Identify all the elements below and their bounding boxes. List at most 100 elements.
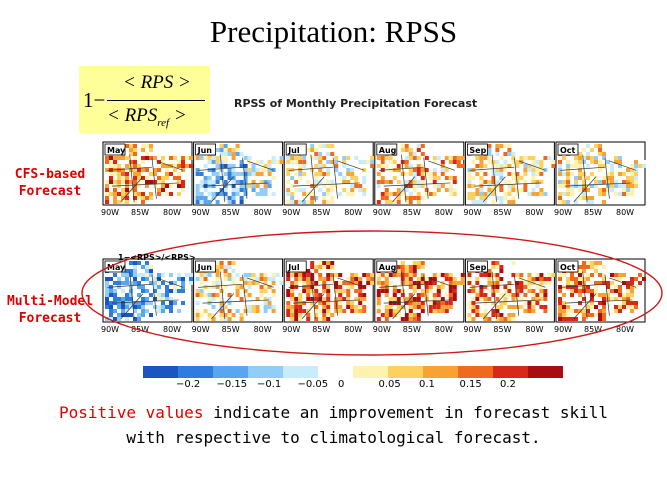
longitude-label: 85W (312, 208, 330, 217)
longitude-label: 80W (525, 325, 543, 334)
colorbar-segment (143, 366, 179, 378)
month-label: Sep (469, 146, 486, 155)
colorbar-segment (423, 366, 459, 378)
map-panel: Sep (464, 258, 556, 323)
longitude-label: 85W (131, 325, 149, 334)
slide-title: Precipitation: RPSS (209, 14, 458, 49)
colorbar-tick-label: −0.1 (257, 379, 282, 390)
colorbar-tick-label: −0.15 (216, 379, 248, 390)
formula-denominator-main: < RPS (107, 105, 158, 126)
map-panel: Jun (193, 258, 284, 323)
longitude-label: 80W (163, 325, 181, 334)
longitude-label: 85W (403, 325, 421, 334)
caption-line1: Positive values indicate an improvement … (0, 400, 667, 425)
colorbar-segment (388, 366, 424, 378)
longitude-label: 90W (282, 325, 300, 334)
longitude-label: 85W (312, 325, 330, 334)
rpss-formula: 1− < RPS > < RPSref > (79, 66, 210, 133)
month-label: Jul (287, 263, 300, 272)
colorbar-tick-label: 0.05 (378, 379, 401, 390)
longitude-label: 80W (254, 325, 272, 334)
figure-subtitle: RPSS of Monthly Precipitation Forecast (234, 97, 478, 110)
formula-denominator-end: > (169, 105, 187, 126)
map-panel: Aug (374, 258, 465, 323)
row-label-cfs: CFS-based Forecast (4, 166, 96, 200)
longitude-label: 90W (192, 325, 210, 334)
longitude-label: 90W (101, 208, 119, 217)
colorbar-tick-label: −0.2 (176, 379, 201, 390)
longitude-label: 90W (554, 208, 572, 217)
longitude-label: 80W (344, 208, 362, 217)
formula-one-minus: 1− (83, 88, 106, 112)
colorbar-segment (248, 366, 284, 378)
longitude-label: 85W (131, 208, 149, 217)
longitude-label: 90W (101, 325, 119, 334)
longitude-label: 80W (163, 208, 181, 217)
month-label: Jun (197, 146, 213, 155)
longitude-label: 85W (493, 208, 511, 217)
colorbar-segment (213, 366, 249, 378)
colorbar-tick-label: −0.05 (297, 379, 329, 390)
caption-rest: indicate an improvement in forecast skil… (203, 403, 609, 422)
map-panel: Jul (283, 258, 375, 323)
longitude-label: 90W (554, 325, 572, 334)
map-panels: May 90W 85W 80W Jun 90W 85W 80W Jul 90W 85W 80W Aug 9… (81, 141, 663, 356)
formula-fraction-bar (107, 100, 205, 101)
month-label: May (107, 146, 126, 155)
caption: Positive values indicate an improvement … (0, 400, 667, 450)
reference-note: 1−<RPS>/<RPS> (118, 253, 196, 262)
longitude-label: 80W (435, 208, 453, 217)
month-label: Jul (287, 146, 300, 155)
map-panel: Oct (555, 258, 646, 323)
map-panel: Jul (283, 141, 375, 206)
formula-numerator: < RPS > (123, 72, 191, 93)
formula-denominator-sub: ref (157, 116, 170, 129)
longitude-label: 90W (282, 208, 300, 217)
colorbar-segment (353, 366, 389, 378)
longitude-label: 85W (403, 208, 421, 217)
longitude-label: 80W (344, 325, 362, 334)
longitude-label: 80W (525, 208, 543, 217)
longitude-label: 90W (373, 325, 391, 334)
colorbar-segment (528, 366, 563, 378)
colorbar-tick-label: 0.1 (419, 379, 435, 390)
row-label-cfs-line1: CFS-based (14, 167, 86, 182)
month-label: Jun (197, 263, 213, 272)
row-label-multimodel: Multi-Model Forecast (0, 293, 100, 327)
formula-denominator: < RPSref > (107, 105, 187, 129)
colorbar-tick-label: 0 (338, 379, 345, 390)
longitude-label: 90W (192, 208, 210, 217)
colorbar (143, 366, 563, 378)
month-label: Oct (560, 146, 576, 155)
caption-line2: with respective to climatological foreca… (126, 428, 541, 447)
longitude-label: 80W (616, 208, 634, 217)
colorbar-segment (493, 366, 529, 378)
longitude-label: 90W (463, 325, 481, 334)
longitude-label: 80W (254, 208, 272, 217)
colorbar-segment (318, 366, 354, 378)
longitude-label: 85W (222, 325, 240, 334)
longitude-label: 85W (584, 325, 602, 334)
month-label: May (107, 263, 126, 272)
month-label: Aug (379, 146, 397, 155)
row-label-cfs-line2: Forecast (18, 184, 82, 199)
colorbar-segment (458, 366, 494, 378)
longitude-label: 85W (584, 208, 602, 217)
map-panel: May (102, 258, 193, 323)
map-panel: Oct (555, 141, 646, 206)
map-panel: May (102, 141, 193, 206)
longitude-label: 80W (435, 325, 453, 334)
map-panel: Aug (374, 141, 465, 206)
colorbar-tick-label: 0.2 (500, 379, 516, 390)
map-panel: Jun (193, 141, 284, 206)
highlight-ellipse (81, 230, 663, 356)
longitude-label: 90W (463, 208, 481, 217)
row-label-multimodel-line2: Forecast (18, 311, 82, 326)
month-label: Aug (379, 263, 397, 272)
colorbar-tick-label: 0.15 (459, 379, 482, 390)
caption-highlight: Positive values (58, 403, 204, 422)
row-label-multimodel-line1: Multi-Model (6, 294, 94, 309)
longitude-label: 85W (493, 325, 511, 334)
longitude-label: 80W (616, 325, 634, 334)
colorbar-segment (283, 366, 319, 378)
